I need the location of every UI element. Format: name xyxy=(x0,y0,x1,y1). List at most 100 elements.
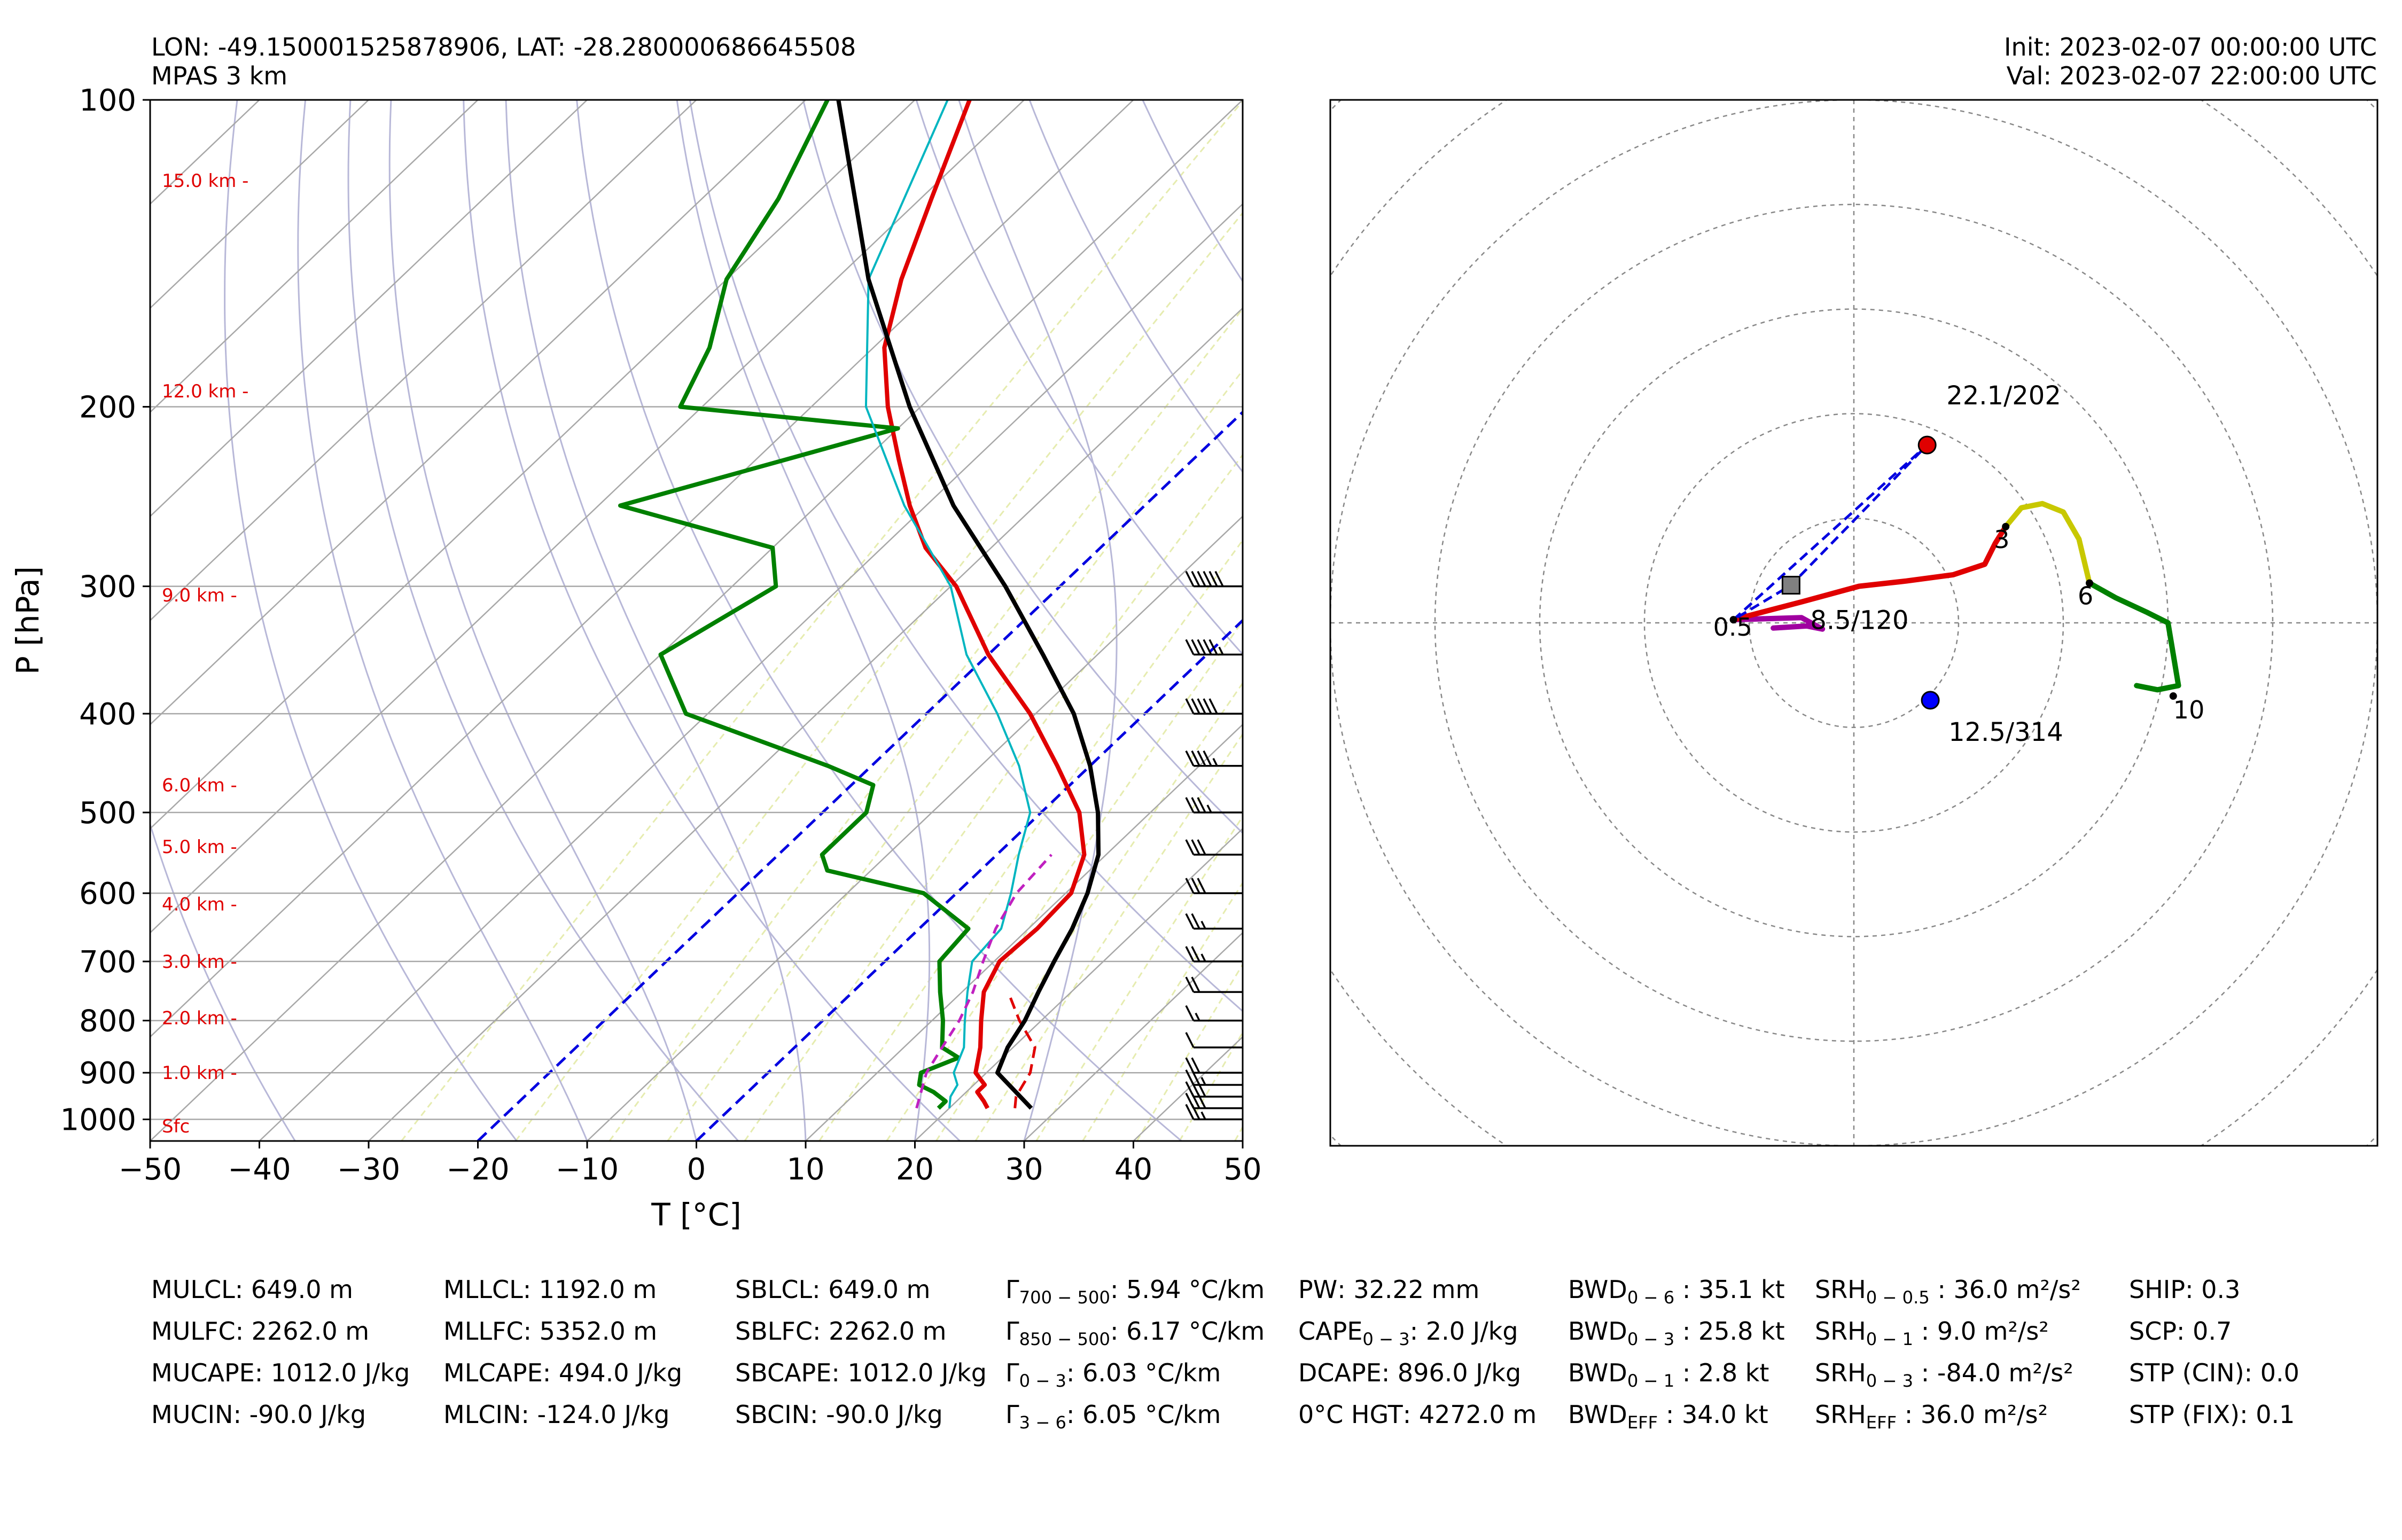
height-marker xyxy=(1729,616,1737,624)
index-row: PW: 32.22 mm xyxy=(1298,1275,1480,1304)
index-value: SBCAPE: 1012.0 J/kg xyxy=(735,1358,987,1387)
isotherm xyxy=(805,723,1243,1141)
height-label: 5.0 km - xyxy=(162,837,237,858)
wind-barb xyxy=(1185,750,1243,767)
wetbulb-line xyxy=(864,100,1032,1108)
moist-adiabat xyxy=(676,100,931,1141)
index-value: STP (FIX): 0.1 xyxy=(2129,1400,2295,1429)
height-label: 15.0 km - xyxy=(162,170,248,192)
index-row: 0°C HGT: 4272.0 m xyxy=(1298,1400,1537,1429)
index-col-3: SBLCL: 649.0 m SBLFC: 2262.0 m SBCAPE: 1… xyxy=(735,1269,987,1435)
mean-wind-label: 8.5/120 xyxy=(1810,606,1908,636)
wind-barb xyxy=(1185,976,1243,993)
index-value: SCP: 0.7 xyxy=(2129,1317,2232,1346)
dry-adiabat xyxy=(1482,100,2402,1141)
isotherm xyxy=(914,827,1243,1141)
mixing-ratio-line xyxy=(609,307,1243,1141)
isotherm xyxy=(150,100,916,830)
dry-adiabat xyxy=(224,100,518,1141)
wind-barb xyxy=(1185,698,1243,715)
height-label: 6.0 km - xyxy=(162,775,237,796)
index-col-8: SHIP: 0.3 SCP: 0.7 STP (CIN): 0.0 STP (F… xyxy=(2129,1269,2299,1435)
index-value: SBLFC: 2262.0 m xyxy=(735,1317,947,1346)
mixing-ratio-line xyxy=(935,682,1243,1141)
height-marker xyxy=(2002,522,2010,530)
dry-adiabat xyxy=(463,100,961,1141)
x-tick-label: 50 xyxy=(1223,1152,1261,1187)
shear-row: BWD0 − 6 : 35.1 kt xyxy=(1568,1275,1785,1308)
location-label: LON: -49.150001525878906, LAT: -28.28000… xyxy=(151,33,856,61)
moist-adiabat xyxy=(505,100,807,1141)
height-marker-label: 10 xyxy=(2173,695,2205,724)
x-tick-label: −30 xyxy=(337,1152,400,1187)
index-row: DCAPE: 896.0 J/kg xyxy=(1298,1358,1522,1387)
height-label: 1.0 km - xyxy=(162,1062,237,1084)
y-tick-label: 600 xyxy=(79,877,136,911)
height-label: 2.0 km - xyxy=(162,1007,237,1029)
mixing-ratio-line xyxy=(744,454,1243,1141)
moist-adiabat xyxy=(388,100,697,1141)
x-tick-label: 20 xyxy=(896,1152,934,1187)
x-tick-label: 40 xyxy=(1114,1152,1152,1187)
height-label: 4.0 km - xyxy=(162,894,237,916)
index-value: MLCAPE: 494.0 J/kg xyxy=(443,1358,683,1387)
wind-barb xyxy=(1185,946,1243,963)
index-col-1: MULCL: 649.0 m MULFC: 2262.0 m MUCAPE: 1… xyxy=(151,1269,410,1435)
skewt-background-lines xyxy=(150,100,2402,1141)
index-row: CAPE0 − 3: 2.0 J/kg xyxy=(1298,1317,1518,1350)
dry-adiabat xyxy=(150,822,296,1141)
mixing-ratio-line xyxy=(1136,963,1243,1141)
height-marker-label: 6 xyxy=(2078,582,2093,611)
shear-row: BWD0 − 3 : 25.8 kt xyxy=(1568,1317,1785,1350)
hodograph-ring xyxy=(1330,100,2377,1146)
temperature-line xyxy=(882,100,1087,1109)
isotherm xyxy=(150,100,588,518)
init-time-label: Init: 2023-02-07 00:00:00 UTC xyxy=(2003,33,2377,61)
x-tick-label: −10 xyxy=(556,1152,619,1187)
x-tick-label: 0 xyxy=(687,1152,706,1187)
dry-adiabat xyxy=(1822,100,2402,1141)
lapse-rate-row: Γ850 − 500: 6.17 °C/km xyxy=(1005,1317,1265,1350)
hodograph-segment xyxy=(2087,580,2181,693)
parcel-line xyxy=(836,100,1101,1110)
downdraft-line xyxy=(915,854,1052,1109)
lapse-rate-row: Γ3 − 6: 6.05 °C/km xyxy=(1005,1400,1221,1433)
lapse-rate-row: Γ0 − 3: 6.03 °C/km xyxy=(1005,1358,1221,1392)
height-label: Sfc xyxy=(162,1116,190,1137)
isotherm xyxy=(150,100,1025,934)
index-value: MLLFC: 5352.0 m xyxy=(443,1317,658,1346)
index-value: MUCIN: -90.0 J/kg xyxy=(151,1400,366,1429)
index-value: SBLCL: 649.0 m xyxy=(735,1275,931,1304)
hodograph-segment xyxy=(2003,501,2092,586)
index-value: SBCIN: -90.0 J/kg xyxy=(735,1400,943,1429)
dry-adiabat xyxy=(802,100,1243,834)
y-tick-label: 300 xyxy=(79,570,136,605)
y-tick-label: 800 xyxy=(79,1004,136,1039)
index-value: MUCAPE: 1012.0 J/kg xyxy=(151,1358,410,1387)
dry-adiabat xyxy=(1142,100,1243,283)
wind-barb xyxy=(1185,1092,1243,1109)
index-col-6: BWD0 − 6 : 35.1 kt BWD0 − 3 : 25.8 kt BW… xyxy=(1568,1269,1785,1435)
index-value: MLLCL: 1192.0 m xyxy=(443,1275,657,1304)
dry-adiabat xyxy=(347,100,739,1141)
isotherm xyxy=(150,100,806,726)
hodograph-ring xyxy=(1643,413,2064,833)
wind-barb xyxy=(1185,839,1243,856)
dry-adiabat xyxy=(689,100,1243,1012)
model-label: MPAS 3 km xyxy=(151,61,288,90)
mixing-ratio-line xyxy=(818,538,1243,1141)
hodograph-segment xyxy=(1730,523,2009,623)
wind-barb xyxy=(1185,913,1243,930)
isotherm xyxy=(150,100,369,309)
mean-wind-marker xyxy=(1781,576,1800,595)
skewt-profiles xyxy=(618,100,1101,1110)
hodograph-frame xyxy=(1329,99,2378,1147)
y-tick-label: 900 xyxy=(79,1056,136,1091)
x-tick-label: −20 xyxy=(446,1152,509,1187)
y-axis-label: P [hPa] xyxy=(10,566,46,675)
mixing-ratio-line xyxy=(886,620,1243,1141)
virtual-temperature-line xyxy=(1009,997,1036,1108)
hodograph-ring xyxy=(1016,0,2402,1459)
mixing-ratio-line xyxy=(514,212,1243,1141)
